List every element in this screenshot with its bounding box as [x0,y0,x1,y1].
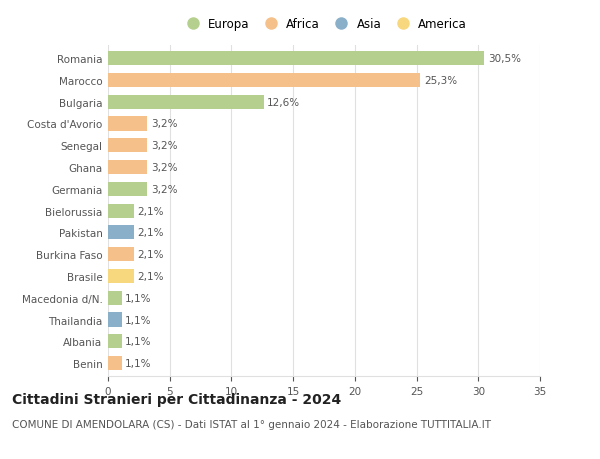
Text: 1,1%: 1,1% [125,315,152,325]
Text: 2,1%: 2,1% [137,206,164,216]
Text: 12,6%: 12,6% [267,97,301,107]
Bar [108,182,148,196]
Text: 3,2%: 3,2% [151,162,178,173]
Text: 25,3%: 25,3% [424,76,457,86]
Bar [108,335,122,349]
Text: 2,1%: 2,1% [137,228,164,238]
Bar [108,356,122,370]
Text: 2,1%: 2,1% [137,250,164,260]
Text: COMUNE DI AMENDOLARA (CS) - Dati ISTAT al 1° gennaio 2024 - Elaborazione TUTTITA: COMUNE DI AMENDOLARA (CS) - Dati ISTAT a… [12,419,491,429]
Bar [108,73,420,88]
Text: 3,2%: 3,2% [151,185,178,195]
Text: 3,2%: 3,2% [151,119,178,129]
Bar [108,95,263,110]
Bar [108,139,148,153]
Bar [108,117,148,131]
Bar [108,269,134,284]
Bar [108,52,484,66]
Bar [108,161,148,175]
Bar [108,247,134,262]
Text: 3,2%: 3,2% [151,141,178,151]
Text: 1,1%: 1,1% [125,293,152,303]
Bar [108,313,122,327]
Bar [108,226,134,240]
Text: 1,1%: 1,1% [125,336,152,347]
Bar [108,291,122,305]
Text: 1,1%: 1,1% [125,358,152,368]
Text: 30,5%: 30,5% [488,54,521,64]
Text: 2,1%: 2,1% [137,271,164,281]
Bar [108,204,134,218]
Legend: Europa, Africa, Asia, America: Europa, Africa, Asia, America [179,16,469,34]
Text: Cittadini Stranieri per Cittadinanza - 2024: Cittadini Stranieri per Cittadinanza - 2… [12,392,341,406]
